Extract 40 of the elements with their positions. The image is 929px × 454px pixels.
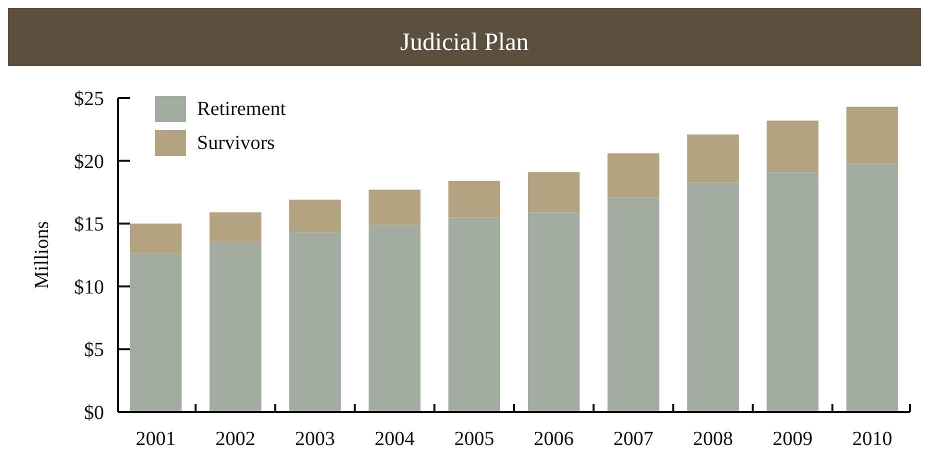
y-tick-label: $25 [74, 88, 104, 110]
bar [289, 200, 341, 232]
bar [766, 172, 818, 412]
x-tick-label: 2010 [852, 428, 892, 450]
y-tick-label: $0 [84, 402, 104, 424]
bar [368, 190, 420, 225]
y-tick-label: $10 [74, 276, 104, 298]
x-tick-label: 2001 [136, 428, 176, 450]
y-tick-label: $5 [84, 339, 104, 362]
y-axis-title: Millions [31, 220, 53, 289]
x-tick-label: 2003 [295, 428, 336, 450]
y-tick-label: $20 [74, 150, 104, 173]
x-tick-label: 2007 [613, 428, 654, 450]
bar [368, 224, 420, 412]
x-tick-label: 2006 [534, 428, 574, 450]
bar [448, 180, 500, 218]
legend-label: Survivors [197, 132, 275, 154]
x-tick-label: 2005 [454, 428, 494, 450]
bar [289, 232, 341, 412]
bar [130, 254, 182, 412]
bar [687, 182, 739, 412]
bar [528, 172, 580, 212]
bar [448, 217, 500, 412]
bar [528, 212, 580, 412]
x-tick-label: 2004 [374, 428, 415, 450]
bar [766, 120, 818, 172]
chart-title: Judicial Plan [400, 29, 530, 56]
bar [846, 106, 898, 164]
bar [687, 134, 739, 182]
bar [130, 224, 182, 254]
bar [210, 212, 262, 242]
x-tick-label: 2009 [772, 428, 813, 450]
bar [608, 197, 660, 412]
bar [210, 242, 262, 412]
legend-label: Retirement [197, 98, 286, 120]
y-tick-label: $15 [74, 214, 104, 236]
bar [608, 153, 660, 198]
x-tick-label: 2002 [215, 428, 256, 450]
bar [846, 163, 898, 412]
x-tick-label: 2008 [692, 428, 733, 450]
